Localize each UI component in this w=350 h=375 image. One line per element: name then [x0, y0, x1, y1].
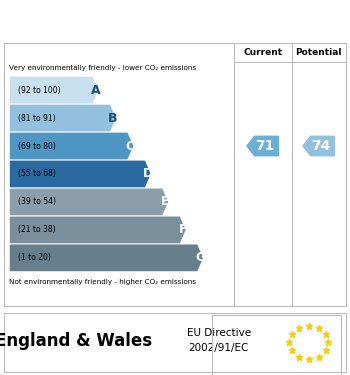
Text: A: A — [91, 84, 100, 97]
Text: Very environmentally friendly - lower CO₂ emissions: Very environmentally friendly - lower CO… — [9, 65, 196, 71]
Text: (92 to 100): (92 to 100) — [18, 86, 60, 94]
Text: 74: 74 — [311, 139, 330, 153]
Text: Not environmentally friendly - higher CO₂ emissions: Not environmentally friendly - higher CO… — [9, 279, 196, 285]
Polygon shape — [10, 189, 168, 214]
Polygon shape — [10, 217, 185, 243]
Polygon shape — [10, 245, 202, 270]
Text: (21 to 38): (21 to 38) — [18, 225, 55, 234]
Text: C: C — [126, 140, 135, 153]
Text: F: F — [178, 224, 187, 236]
Text: E: E — [161, 195, 169, 208]
Text: (55 to 68): (55 to 68) — [18, 170, 55, 178]
Text: D: D — [143, 168, 153, 180]
Polygon shape — [10, 105, 115, 131]
Text: Potential: Potential — [295, 48, 342, 57]
Text: (69 to 80): (69 to 80) — [18, 141, 55, 150]
Text: (81 to 91): (81 to 91) — [18, 114, 55, 123]
Polygon shape — [10, 161, 150, 187]
Text: England & Wales: England & Wales — [0, 332, 152, 350]
Text: 71: 71 — [255, 139, 274, 153]
Text: Environmental Impact Rating: Environmental Impact Rating — [32, 12, 318, 30]
Text: Current: Current — [243, 48, 282, 57]
Polygon shape — [10, 77, 98, 103]
Text: (1 to 20): (1 to 20) — [18, 254, 50, 262]
Text: G: G — [195, 251, 205, 264]
Polygon shape — [303, 136, 335, 156]
Text: B: B — [108, 111, 118, 125]
Polygon shape — [10, 134, 133, 159]
Text: (39 to 54): (39 to 54) — [18, 197, 56, 206]
Polygon shape — [247, 136, 279, 156]
Text: EU Directive
2002/91/EC: EU Directive 2002/91/EC — [187, 328, 251, 353]
